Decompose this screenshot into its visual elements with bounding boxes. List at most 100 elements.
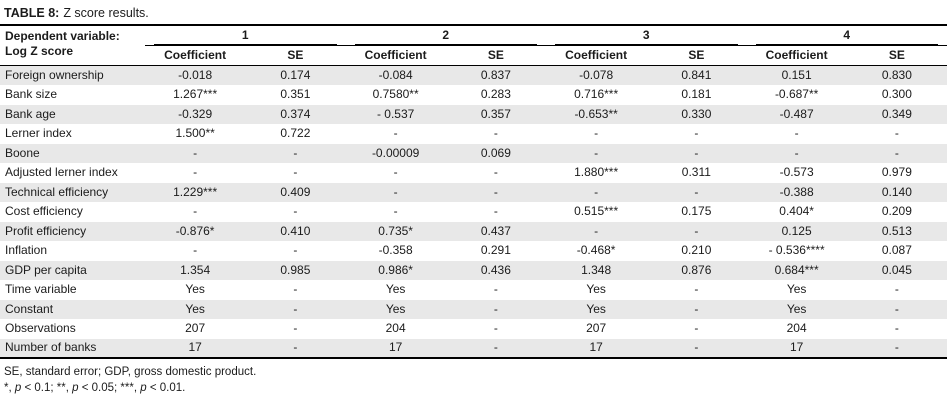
coefficient-header: Coefficient <box>345 45 446 66</box>
cell-value: -0.487 <box>779 106 814 121</box>
se-header: SE <box>846 45 947 66</box>
cell-value: 0.841 <box>681 68 712 82</box>
row-label: Inflation <box>5 243 48 258</box>
cell-value: 0.436 <box>480 262 511 277</box>
model-4-label: 4 <box>755 28 938 45</box>
footnote-part: p <box>14 381 22 394</box>
cell-value: 0.404* <box>779 204 814 219</box>
cell-value: 0.374 <box>280 106 311 121</box>
cell-value: 0.684*** <box>774 262 819 277</box>
cell-value: 0.986* <box>378 262 413 277</box>
footnotes: SE, standard error; GDP, gross domestic … <box>0 359 947 396</box>
cell-value: - <box>594 145 599 160</box>
row-label: Bank age <box>5 106 56 121</box>
cell-value: 0.151 <box>781 68 812 82</box>
footnote-part: < 0.05; ***, <box>78 381 141 394</box>
cell-value: - 0.536**** <box>768 243 825 258</box>
cell-value: 0.985 <box>280 262 311 277</box>
footnote-part: *, <box>4 381 15 394</box>
cell-value: 207 <box>185 321 206 336</box>
se-header: SE <box>646 45 747 66</box>
table-row: Bank size 1.267*** 0.351 0.7580** 0.283 0.716… <box>0 85 947 105</box>
cell-value: - <box>293 321 298 336</box>
cell-value: -0.078 <box>579 68 614 82</box>
cell-value: - <box>894 321 899 336</box>
cell-value: 0.349 <box>881 106 912 121</box>
cell-value: -0.084 <box>378 68 413 82</box>
se-header: SE <box>245 45 346 66</box>
table-row: Constant Yes - Yes - Yes - Yes - <box>0 299 947 319</box>
cell-value: - <box>393 204 398 219</box>
cell-value: - <box>193 145 198 160</box>
cell-value: 0.181 <box>681 87 712 102</box>
cell-value: 0.311 <box>681 165 711 180</box>
cell-value: 17 <box>789 340 804 355</box>
cell-value: Yes <box>786 282 807 297</box>
dependent-variable-line2: Log Z score <box>5 43 74 58</box>
cell-value: - <box>193 204 198 219</box>
cell-value: -0.687** <box>774 87 819 102</box>
cell-value: 0.716*** <box>574 87 619 102</box>
cell-value: -0.018 <box>178 68 213 82</box>
table-caption: Z score results. <box>63 6 149 20</box>
cell-value: 0.722 <box>280 126 311 141</box>
cell-value: - <box>493 282 498 297</box>
cell-value: - <box>193 165 198 180</box>
cell-value: - <box>493 184 498 199</box>
row-label: Number of banks <box>5 340 97 355</box>
cell-value: 0.045 <box>881 262 912 277</box>
table-row: Inflation - - -0.358 0.291 -0.468* 0.210 - 0.53… <box>0 241 947 261</box>
cell-value: - <box>894 145 899 160</box>
coefficient-header: Coefficient <box>145 45 246 66</box>
cell-value: -0.653** <box>574 106 618 121</box>
table-header: Dependent variable: Log Z score 1 2 3 4 … <box>0 25 947 66</box>
row-label: Boone <box>5 145 40 160</box>
cell-value: 0.175 <box>681 204 712 219</box>
cell-value: 204 <box>786 321 807 336</box>
cell-value: - <box>493 126 498 141</box>
table-number: TABLE 8: <box>4 6 60 20</box>
model-2-header: 2 <box>345 25 546 46</box>
cell-value: 0.830 <box>881 68 912 82</box>
cell-value: - <box>594 126 599 141</box>
dependent-variable-header: Dependent variable: Log Z score <box>0 25 145 66</box>
table-row: Number of banks 17 - 17 - 17 - 17 - <box>0 338 947 358</box>
table-title: TABLE 8: Z score results. <box>0 0 947 24</box>
table-row: Observations 207 - 204 - 207 - 204 - <box>0 319 947 339</box>
cell-value: 0.300 <box>881 87 912 102</box>
table-row: Profit efficiency -0.876* 0.410 0.735* 0.437… <box>0 221 947 241</box>
cell-value: - <box>393 184 398 199</box>
cell-value: 0.069 <box>480 145 511 160</box>
se-header: SE <box>445 45 546 66</box>
footnote-significance: *, p < 0.1; **, p < 0.05; ***, p < 0.01. <box>4 381 943 397</box>
table-body: Foreign ownership -0.018 0.174 -0.084 0.837 -… <box>0 65 947 358</box>
cell-value: -0.358 <box>378 243 413 258</box>
cell-value: - <box>694 145 699 160</box>
cell-value: - <box>794 126 799 141</box>
cell-value: - <box>493 321 498 336</box>
cell-value: 0.837 <box>480 68 511 82</box>
table-row: Cost efficiency - - - - 0.515*** 0.175 0.404* 0.… <box>0 202 947 222</box>
row-label: Profit efficiency <box>5 223 87 238</box>
cell-value: - <box>493 165 498 180</box>
cell-value: - <box>694 340 699 355</box>
cell-value: 17 <box>188 340 202 355</box>
cell-value: - <box>794 145 799 160</box>
cell-value: 1.354 <box>180 262 211 277</box>
cell-value: - <box>894 282 899 297</box>
model-header-row: Dependent variable: Log Z score 1 2 3 4 <box>0 25 947 66</box>
cell-value: 207 <box>586 321 607 336</box>
cell-value: - <box>894 126 899 141</box>
cell-value: - <box>293 145 298 160</box>
cell-value: Yes <box>586 301 606 316</box>
cell-value: Yes <box>586 282 606 297</box>
cell-value: 0.140 <box>881 184 912 199</box>
cell-value: 0.515*** <box>574 204 619 219</box>
table-row: Foreign ownership -0.018 0.174 -0.084 0.837 -… <box>0 65 947 85</box>
model-3-header: 3 <box>546 25 747 46</box>
cell-value: Yes <box>786 301 807 316</box>
row-label: Lerner index <box>5 126 72 141</box>
cell-value: 0.437 <box>480 223 511 238</box>
cell-value: 0.209 <box>881 204 912 219</box>
